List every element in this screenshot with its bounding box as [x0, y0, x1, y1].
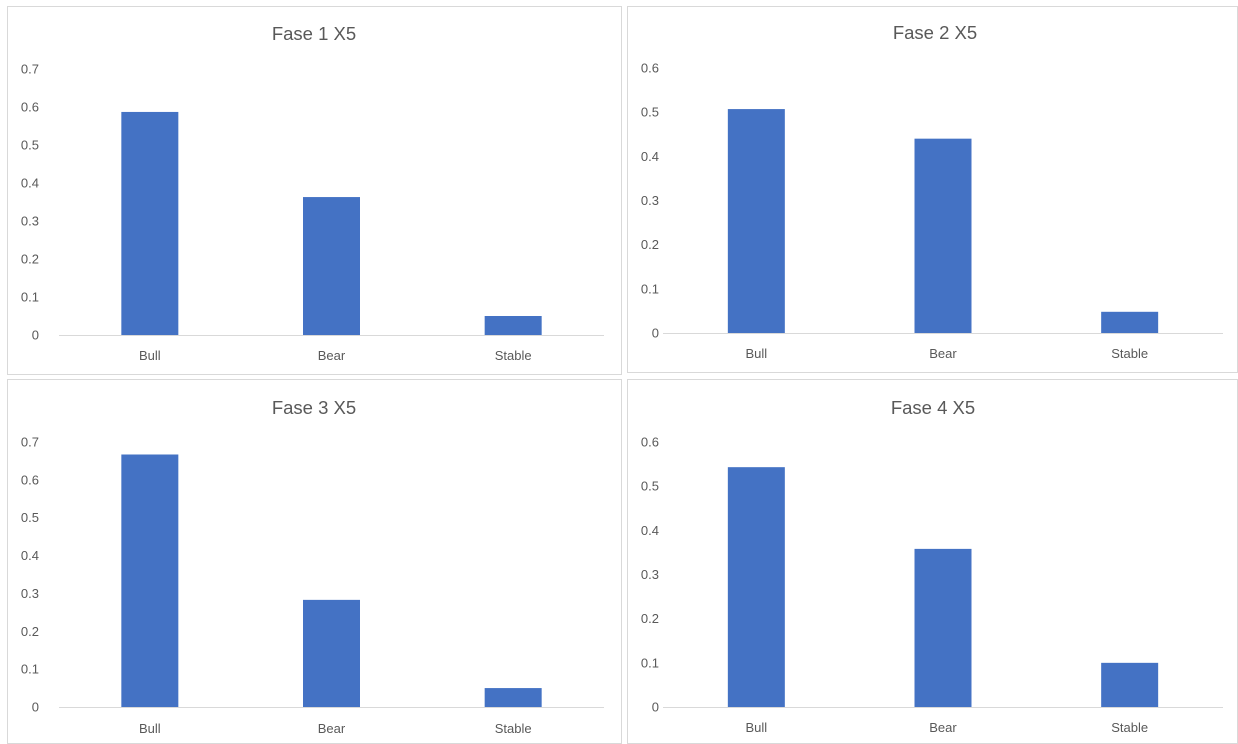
chart-title: Fase 3 X5 [272, 397, 356, 418]
y-tick-label: 0.5 [21, 138, 39, 153]
bar-bull [727, 467, 785, 707]
bar-bull [121, 111, 179, 335]
chart-title: Fase 1 X5 [272, 23, 356, 44]
chart-panel-fase-3: Fase 3 X5 0 0.1 0.2 0.3 0.4 0.5 0.6 0.7 Bull Bear S… [7, 379, 622, 744]
y-tick-label: 0.1 [21, 290, 39, 305]
y-tick-label: 0.4 [21, 176, 39, 191]
x-category-label: Bull [139, 721, 161, 736]
bar-chart-fase-3: Fase 3 X5 0 0.1 0.2 0.3 0.4 0.5 0.6 0.7 Bull Bear S… [21, 397, 604, 736]
x-category-label: Stable [1111, 346, 1148, 361]
y-tick-label: 0.5 [21, 510, 39, 525]
x-category-label: Bull [139, 348, 161, 363]
chart-panel-fase-4: Fase 4 X5 0 0.1 0.2 0.3 0.4 0.5 0.6 Bull Bear Stab… [627, 379, 1238, 744]
x-category-label: Bear [318, 721, 346, 736]
x-category-label: Stable [495, 721, 532, 736]
bar-bear [914, 138, 972, 333]
y-tick-label: 0.3 [641, 567, 659, 582]
bar-stable [1101, 311, 1159, 333]
bar-chart-fase-1: Fase 1 X5 0 0.1 0.2 0.3 0.4 0.5 0.6 0.7 Bull Bear S… [21, 23, 604, 363]
y-tick-label: 0.4 [641, 149, 659, 164]
y-tick-label: 0 [32, 700, 39, 715]
x-category-label: Bull [745, 346, 767, 361]
y-tick-label: 0.6 [21, 100, 39, 115]
x-category-label: Stable [1111, 720, 1148, 735]
bar-bull [727, 109, 785, 333]
y-tick-label: 0.6 [641, 435, 659, 450]
bar-stable [484, 688, 542, 707]
y-tick-label: 0.1 [21, 662, 39, 677]
y-tick-label: 0.3 [21, 586, 39, 601]
bar-chart-fase-2: Fase 2 X5 0 0.1 0.2 0.3 0.4 0.5 0.6 Bull Bear Stab… [641, 22, 1223, 361]
x-category-label: Bear [318, 348, 346, 363]
y-tick-label: 0.2 [21, 624, 39, 639]
chart-title: Fase 4 X5 [891, 397, 975, 418]
y-tick-label: 0.5 [641, 479, 659, 494]
y-tick-label: 0.7 [21, 435, 39, 450]
bar-bear [303, 599, 360, 707]
chart-panel-fase-2: Fase 2 X5 0 0.1 0.2 0.3 0.4 0.5 0.6 Bull Bear Stab… [627, 6, 1238, 373]
y-tick-label: 0.3 [21, 214, 39, 229]
bar-chart-fase-4: Fase 4 X5 0 0.1 0.2 0.3 0.4 0.5 0.6 Bull Bear Stab… [641, 397, 1223, 735]
y-tick-label: 0.2 [21, 252, 39, 267]
y-tick-label: 0.1 [641, 655, 659, 670]
y-tick-label: 0 [652, 326, 659, 341]
x-category-label: Bear [929, 346, 957, 361]
y-tick-label: 0.2 [641, 611, 659, 626]
y-tick-label: 0.4 [21, 548, 39, 563]
bar-bear [303, 197, 360, 335]
y-tick-label: 0 [652, 700, 659, 715]
chart-panel-fase-1: Fase 1 X5 0 0.1 0.2 0.3 0.4 0.5 0.6 0.7 Bull Bear S… [7, 6, 622, 375]
bar-bear [914, 548, 972, 707]
y-tick-label: 0 [32, 328, 39, 343]
y-tick-label: 0.7 [21, 62, 39, 77]
y-tick-label: 0.1 [641, 281, 659, 296]
y-tick-label: 0.4 [641, 523, 659, 538]
y-tick-label: 0.5 [641, 105, 659, 120]
y-tick-label: 0.2 [641, 237, 659, 252]
bar-bull [121, 454, 179, 707]
x-category-label: Stable [495, 348, 532, 363]
bar-stable [1101, 662, 1159, 707]
y-tick-label: 0.3 [641, 193, 659, 208]
y-tick-label: 0.6 [641, 61, 659, 76]
bar-stable [484, 316, 542, 335]
x-category-label: Bear [929, 720, 957, 735]
chart-title: Fase 2 X5 [893, 22, 977, 43]
x-category-label: Bull [745, 720, 767, 735]
y-tick-label: 0.6 [21, 472, 39, 487]
